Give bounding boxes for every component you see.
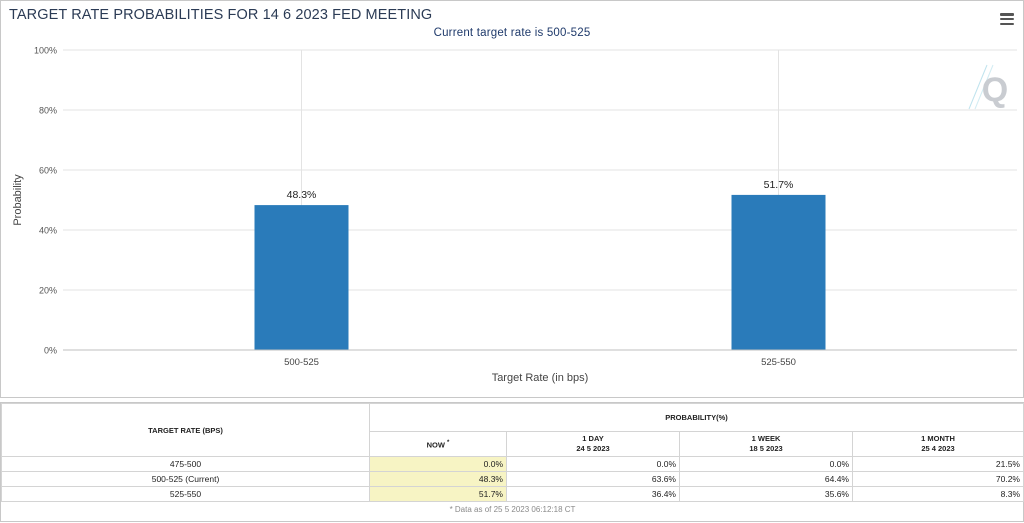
data-label: 48.3% [287,189,317,201]
table-row: 475-500 0.0% 0.0% 0.0% 21.5% [1,456,1024,472]
column-header-1-month: 1 MONTH 25 4 2023 [852,430,1024,458]
footnote: * Data as of 25 5 2023 06:12:18 CT [449,504,576,514]
hamburger-menu-icon[interactable] [1000,13,1014,26]
month-value: 70.2% [852,471,1024,487]
bars: 48.3% 51.7% [254,179,826,350]
column-date: 18 5 2023 [749,443,783,453]
day-value: 36.4% [506,486,680,502]
column-label: 1 MONTH [921,433,955,443]
rate-cell: 500-525 (Current) [1,471,370,487]
month-value: 21.5% [852,456,1024,472]
x-axis-title: Target Rate (in bps) [492,372,589,384]
chart-title: TARGET RATE PROBABILITIES FOR 14 6 2023 … [9,7,433,23]
rate-cell: 525-550 [1,486,370,502]
probability-table-panel: TARGET RATE (BPS) PROBABILITY(%) NOW * 1… [0,402,1024,522]
table-row: 500-525 (Current) 48.3% 63.6% 64.4% 70.2… [1,471,1024,487]
column-label: 1 WEEK [751,433,781,443]
chart-panel: TARGET RATE PROBABILITIES FOR 14 6 2023 … [0,0,1024,398]
now-value: 51.7% [369,486,507,502]
data-label: 51.7% [764,179,794,191]
probability-table: TARGET RATE (BPS) PROBABILITY(%) NOW * 1… [1,403,1024,516]
column-date: 25 4 2023 [921,443,955,453]
day-value: 0.0% [506,456,680,472]
y-tick-label: 60% [39,166,57,176]
chart-subtitle: Current target rate is 500-525 [433,27,591,39]
column-header-1-week: 1 WEEK 18 5 2023 [679,430,853,458]
bar-chart: Q 48.3% 51.7% 0% 20% 40% 60% 80% 100% 500-525 52… [12,46,1017,384]
y-tick-label: 40% [39,226,57,236]
week-value: 0.0% [679,456,853,472]
bar [254,205,349,350]
watermark-logo: Q [968,64,1008,110]
week-value: 64.4% [679,471,853,487]
bar [731,194,826,350]
y-tick-label: 0% [44,346,57,356]
now-value: 48.3% [369,471,507,487]
grid [63,49,1017,350]
probability-header: PROBABILITY(%) [369,403,1024,432]
day-value: 63.6% [506,471,680,487]
axes: 0% 20% 40% 60% 80% 100% 500-525 525-550 Target R… [12,46,1017,384]
column-label: 1 DAY [582,433,604,443]
week-value: 35.6% [679,486,853,502]
x-tick-label: 500-525 [284,357,319,368]
column-date: 24 5 2023 [576,443,610,453]
footnote-mark: * [447,439,450,446]
y-axis-title: Probability [12,174,24,226]
column-label: NOW [426,440,445,450]
column-header-now: NOW * [369,430,507,458]
month-value: 8.3% [852,486,1024,502]
y-tick-label: 100% [34,46,57,56]
x-tick-label: 525-550 [761,357,796,368]
rate-cell: 475-500 [1,456,370,472]
y-tick-label: 80% [39,106,57,116]
now-value: 0.0% [369,456,507,472]
target-rate-header: TARGET RATE (BPS) [1,403,370,457]
table-row: 525-550 51.7% 36.4% 35.6% 8.3% [1,486,1024,502]
y-tick-label: 20% [39,286,57,296]
watermark-letter: Q [982,71,1008,109]
column-header-1-day: 1 DAY 24 5 2023 [506,430,680,458]
